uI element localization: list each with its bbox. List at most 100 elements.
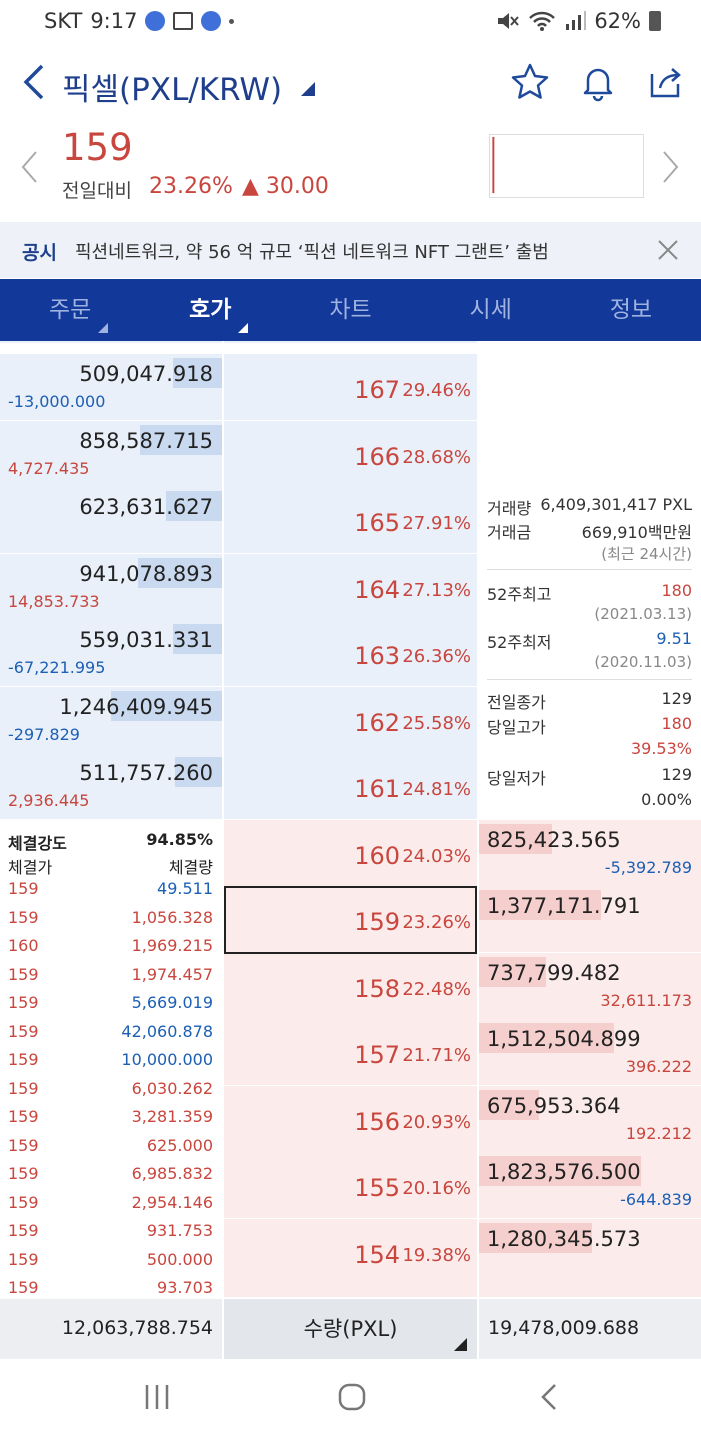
ask-price-cell[interactable]: 166 28.68% [224,420,477,487]
bid-row[interactable]: 157 21.71% 1,512,504.899 396.222 [0,1019,701,1085]
current-price: 159 [62,126,133,169]
notice-text[interactable]: 픽션네트워크, 약 56 억 규모 ‘픽션 네트워크 NFT 그랜트’ 출범 [75,242,549,263]
trade-qty: 3,281.359 [131,1107,213,1126]
bid-price-cell[interactable]: 160 24.03% [224,819,477,886]
coin-title[interactable]: 픽셀(PXL/KRW) [62,72,283,108]
bid-qty-cell[interactable]: 825,423.565 -5,392.789 [479,819,701,886]
order-book[interactable]: 509,047.918 -13,000.000 167 29.46% 858,5… [0,341,701,1297]
mini-chart[interactable] [489,134,644,198]
trade-price: 159 [8,1249,39,1269]
ask-price-cell[interactable]: 162 25.58% [224,686,477,753]
next-coin-icon[interactable] [660,150,680,184]
trade-row: 159 625.000 [0,1136,222,1164]
ask-qty-cell[interactable]: 511,757.260 2,936.445 [0,753,222,819]
carrier: SKT [44,9,83,33]
ask-qty-cell[interactable]: 559,031.331 -67,221.995 [0,620,222,686]
ask-price: 161 [354,775,400,803]
trade-qty: 625.000 [146,1135,213,1155]
bid-row[interactable]: 158 22.48% 737,799.482 32,611.173 [0,952,701,1019]
bid-qty-cell[interactable]: 737,799.482 32,611.173 [479,952,701,1019]
home-icon[interactable] [337,1382,367,1412]
bid-qty-cell[interactable]: 1,377,171.791 [479,886,701,952]
trade-price: 159 [8,879,39,898]
bid-qty-cell[interactable]: 1,280,345.573 [479,1218,701,1285]
ask-price: 166 [354,442,400,471]
ask-price-cell[interactable]: 163 26.36% [224,620,477,686]
bid-price-cell[interactable]: 155 20.16% [224,1152,477,1218]
tab-chart[interactable]: 차트 [280,279,420,341]
ask-price-cell[interactable]: 167 29.46% [224,354,477,420]
close-icon[interactable] [656,238,680,262]
tab-orderbook[interactable]: 호가 [140,279,280,341]
ask-price-cell[interactable]: 164 27.13% [224,553,477,620]
ask-price: 162 [354,708,400,737]
bid-price-cell[interactable]: 157 21.71% [224,1019,477,1085]
trade-qty: 10,000.000 [121,1050,213,1069]
bid-row[interactable]: 156 20.93% 675,953.364 192.212 [0,1085,701,1152]
amount-value: 669,910백만원 [581,523,692,542]
favorite-star-icon[interactable] [510,62,550,102]
ask-qty-cell[interactable]: 509,047.918 -13,000.000 [0,354,222,420]
tab-order[interactable]: 주문 [0,279,140,341]
ask-row[interactable]: 511,757.260 2,936.445 161 24.81% [0,753,701,819]
recent-apps-icon[interactable] [143,1382,171,1412]
bid-row[interactable]: 160 24.03% 825,423.565 -5,392.789 [0,819,701,886]
back-arrow-icon[interactable] [18,62,48,102]
ask-row-cut[interactable] [0,341,701,343]
bid-qty-cell[interactable]: 1,823,576.500 -644.839 [479,1152,701,1218]
prev-coin-icon[interactable] [20,150,40,184]
ask-qty: 941,078.893 [79,561,213,586]
ask-volume-bar [140,424,222,455]
trade-qty: 93.703 [157,1278,213,1297]
ask-row[interactable]: 509,047.918 -13,000.000 167 29.46% [0,354,701,420]
bid-row[interactable]: 154 19.38% 1,280,345.573 [0,1218,701,1285]
ask-row[interactable]: 1,246,409.945 -297.829 162 25.58% [0,686,701,753]
trade-row: 159 1,056.328 [0,908,222,936]
prev-close-value: 129 [661,689,692,708]
ask-price: 163 [354,642,400,670]
ask-price-cell[interactable]: 165 27.91% [224,487,477,553]
ask-qty-cell[interactable]: 858,587.715 4,727.435 [0,420,222,487]
tab-market[interactable]: 시세 [421,279,561,341]
period-note: (최근 24시간) [601,545,692,563]
ask-row[interactable]: 941,078.893 14,853.733 164 27.13% [0,553,701,620]
bid-price: 155 [354,1174,400,1202]
ask-volume-bar [173,624,222,654]
bid-qty-cell[interactable]: 675,953.364 192.212 [479,1085,701,1152]
notice-banner[interactable]: 공시 픽션네트워크, 약 56 억 규모 ‘픽션 네트워크 NFT 그랜트’ 출… [0,222,701,278]
bid-qty-change: -644.839 [620,1190,692,1209]
trade-row: 159 49.511 [0,879,222,907]
ask-qty-cell[interactable]: 941,078.893 14,853.733 [0,553,222,620]
bid-row[interactable]: 159 23.26% 1,377,171.791 [0,886,701,952]
ask-row[interactable]: 559,031.331 -67,221.995 163 26.36% [0,620,701,686]
bid-qty-cell[interactable]: 1,512,504.899 396.222 [479,1019,701,1085]
bid-price-cell[interactable]: 156 20.93% [224,1085,477,1152]
bid-price-cell[interactable]: 158 22.48% [224,952,477,1019]
ask-price-pct: 27.91% [402,513,471,534]
ask-volume-bar [138,557,222,588]
bid-row-cut[interactable] [0,1285,701,1297]
signal-icon [566,11,587,30]
ask-row[interactable]: 858,587.715 4,727.435 166 28.68% [0,420,701,487]
share-icon[interactable] [646,62,686,102]
ask-row[interactable]: 623,631.627 165 27.91% [0,487,701,553]
trade-history[interactable]: 체결강도 94.85% 체결가 체결량 159 49.511 159 1,056… [0,820,222,1297]
bid-price-cell[interactable]: 159 23.26% [224,886,477,952]
unit-selector[interactable]: 수량(PXL) [224,1299,477,1359]
bid-qty: 1,280,345.573 [487,1226,641,1251]
notification-bell-icon[interactable] [578,62,618,102]
bid-row[interactable]: 155 20.16% 1,823,576.500 -644.839 [0,1152,701,1218]
coin-select-caret-icon[interactable] [301,82,315,96]
ask-qty-cell[interactable]: 1,246,409.945 -297.829 [0,686,222,753]
ask-price-pct: 24.81% [402,779,471,800]
tab-market-label: 시세 [469,297,512,323]
tab-info[interactable]: 정보 [561,279,701,341]
ask-qty-cell[interactable]: 623,631.627 [0,487,222,553]
ask-price-cell[interactable]: 161 24.81% [224,753,477,819]
high52-date: (2021.03.13) [594,605,692,623]
bid-price-pct: 20.16% [402,1178,471,1199]
bid-price-pct: 23.26% [402,912,471,933]
unit-label: 수량(PXL) [303,1317,398,1341]
bid-price-cell[interactable]: 154 19.38% [224,1218,477,1285]
system-back-icon[interactable] [538,1382,560,1412]
